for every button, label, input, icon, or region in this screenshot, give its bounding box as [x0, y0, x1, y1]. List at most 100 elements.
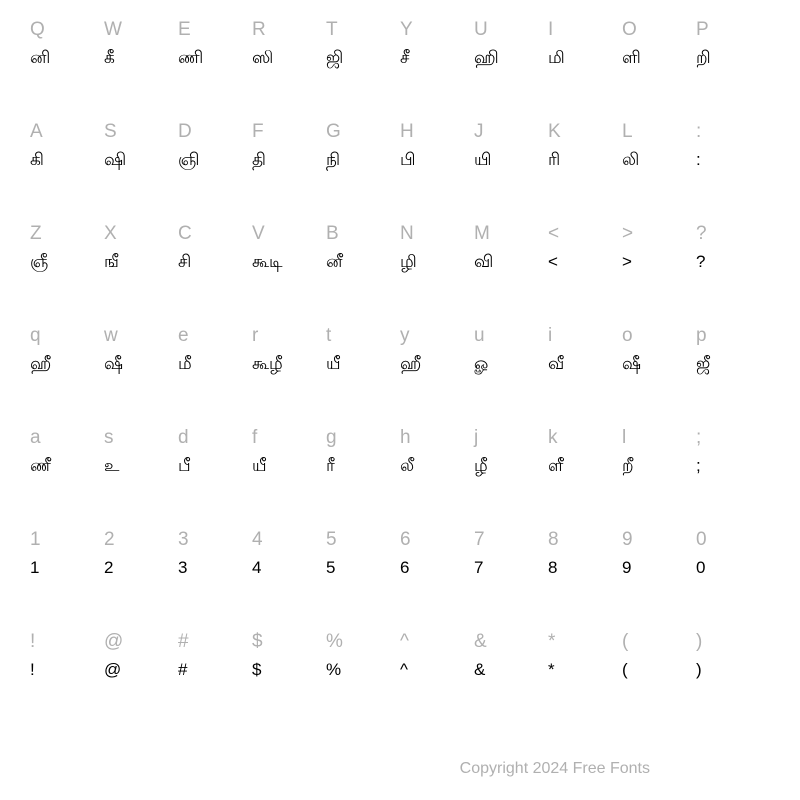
row-spacer — [30, 174, 770, 224]
glyph: லி — [622, 151, 639, 168]
glyph: சீ — [400, 49, 409, 66]
char-cell: yஹீ — [400, 326, 474, 378]
char-cell: ^^ — [400, 632, 474, 684]
glyph: 6 — [400, 559, 409, 576]
key-label: ( — [622, 632, 628, 651]
glyph: ஞி — [178, 151, 199, 168]
key-label: h — [400, 428, 411, 447]
key-label: g — [326, 428, 337, 447]
key-label: $ — [252, 632, 263, 651]
key-label: : — [696, 122, 701, 141]
glyph: ) — [696, 661, 702, 678]
glyph: வீ — [548, 355, 564, 372]
glyph: 5 — [326, 559, 335, 576]
key-label: d — [178, 428, 189, 447]
glyph: மீ — [178, 355, 192, 372]
char-cell: $$ — [252, 632, 326, 684]
glyph: னி — [30, 49, 50, 66]
char-cell: fயீ — [252, 428, 326, 480]
glyph: ணீ — [30, 457, 51, 474]
char-cell: ## — [178, 632, 252, 684]
char-cell: Cசி — [178, 224, 252, 276]
glyph: கி — [30, 151, 44, 168]
glyph: 1 — [30, 559, 39, 576]
key-label: H — [400, 122, 414, 141]
char-cell: Fதி — [252, 122, 326, 174]
glyph: ஜீ — [696, 355, 710, 372]
glyph: ஷீ — [622, 355, 641, 372]
glyph: றி — [696, 49, 711, 66]
key-label: # — [178, 632, 189, 651]
glyph: @ — [104, 661, 121, 678]
glyph: பீ — [178, 457, 191, 474]
char-cell: Kரி — [548, 122, 622, 174]
key-label: W — [104, 20, 122, 39]
char-cell: k ளீ — [548, 428, 622, 480]
char-cell: oஷீ — [622, 326, 696, 378]
row-spacer — [30, 276, 770, 326]
char-cell: Aகி — [30, 122, 104, 174]
glyph: ! — [30, 661, 35, 678]
glyph: 8 — [548, 559, 557, 576]
key-label: l — [622, 428, 626, 447]
glyph: ரீ — [326, 457, 335, 474]
char-cell: Eணி — [178, 20, 252, 72]
char-cell: Xஙீ — [104, 224, 178, 276]
key-label: k — [548, 428, 558, 447]
glyph: ளீ — [548, 457, 563, 474]
key-label: D — [178, 122, 192, 141]
key-label: t — [326, 326, 331, 345]
char-cell: ;; — [696, 428, 770, 480]
char-cell: Oளி — [622, 20, 696, 72]
copyright-footer: Copyright 2024 Free Fonts — [460, 760, 650, 778]
key-label: 1 — [30, 530, 41, 549]
char-cell: %% — [326, 632, 400, 684]
key-label: e — [178, 326, 189, 345]
key-label: 8 — [548, 530, 559, 549]
glyph: உ — [104, 457, 119, 474]
char-cell: lறீ — [622, 428, 696, 480]
char-cell: aணீ — [30, 428, 104, 480]
char-cell: uௐ — [474, 326, 548, 378]
glyph: $ — [252, 661, 261, 678]
key-label: E — [178, 20, 191, 39]
glyph: ளி — [622, 49, 641, 66]
char-cell: && — [474, 632, 548, 684]
key-label: ; — [696, 428, 701, 447]
char-cell: 33 — [178, 530, 252, 582]
glyph: லீ — [400, 457, 414, 474]
char-cell: Nழி — [400, 224, 474, 276]
char-cell: Bனீ — [326, 224, 400, 276]
key-label: 6 — [400, 530, 411, 549]
glyph: யீ — [252, 457, 267, 474]
key-label: i — [548, 326, 552, 345]
key-label: J — [474, 122, 484, 141]
char-cell: 00 — [696, 530, 770, 582]
glyph: % — [326, 661, 341, 678]
char-cell: Qனி — [30, 20, 104, 72]
glyph: ரி — [548, 151, 560, 168]
char-cell: g ரீ — [326, 428, 400, 480]
glyph: நி — [326, 151, 340, 168]
key-label: P — [696, 20, 709, 39]
key-label: y — [400, 326, 410, 345]
key-label: S — [104, 122, 117, 141]
glyph: சி — [178, 253, 191, 270]
key-label: Y — [400, 20, 413, 39]
key-label: 0 — [696, 530, 707, 549]
key-label: X — [104, 224, 117, 243]
row-spacer — [30, 72, 770, 122]
glyph: ழீ — [474, 457, 488, 474]
glyph: # — [178, 661, 187, 678]
key-label: > — [622, 224, 633, 243]
char-cell: 77 — [474, 530, 548, 582]
char-cell: wஷீ — [104, 326, 178, 378]
key-label: * — [548, 632, 555, 651]
key-label: j — [474, 428, 478, 447]
char-cell: h லீ — [400, 428, 474, 480]
char-cell: << — [548, 224, 622, 276]
char-cell: Sஷி — [104, 122, 178, 174]
key-label: R — [252, 20, 266, 39]
char-cell: Gநி — [326, 122, 400, 174]
key-label: M — [474, 224, 490, 243]
